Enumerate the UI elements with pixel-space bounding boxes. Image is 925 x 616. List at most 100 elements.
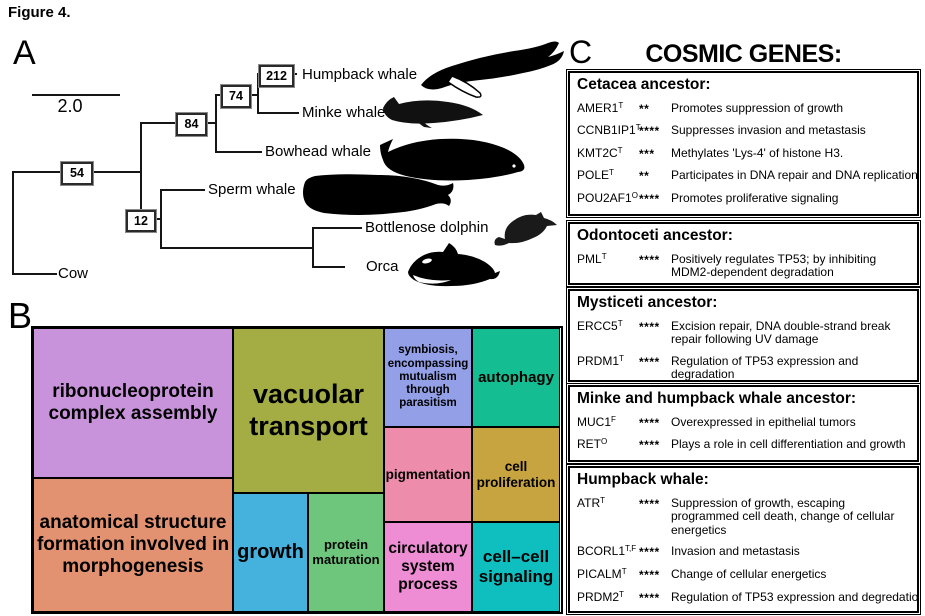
tree-branch [312,266,345,268]
gene-name-cell: ERCC5T [577,318,637,334]
gene-name: TPR [577,612,601,613]
gene-annotation-sup: T [635,123,641,133]
gene-stars: **** [639,354,660,369]
gene-row: ATRT **** Suppression of growth, escapin… [577,495,911,538]
gene-row: BCORL1T,F **** Invasion and metastasis [577,545,911,560]
gene-description: Change of cellular energetics [671,567,827,581]
taxon-label-bottlenose-dolphin: Bottlenose dolphin [365,219,489,236]
gene-box-mysticeti-ancestor: Mysticeti ancestor: ERCC5T **** Excision… [566,287,921,384]
gene-annotation-sup: F [601,612,606,613]
tree-branch [160,189,205,191]
gene-annotation-sup: T [617,145,623,155]
gene-row: ERCC5T **** Excision repair, DNA double-… [577,318,911,347]
taxon-label-cow: Cow [58,265,89,282]
tree-branch [160,247,313,249]
gene-name: KMT2C [577,145,618,160]
treemap-tile-anatomical-structure-formation: anatomical structure formation involved … [33,478,233,612]
gene-name: RET [577,437,601,452]
treemap-tile-protein-maturation: protein maturation [308,493,384,612]
gene-name: ATR [577,495,601,510]
gene-box-header: Cetacea ancestor: [577,76,711,93]
gene-row: CCNB1IP1T **** Suppresses invasion and m… [577,124,911,139]
gene-annotation-sup: T [619,589,624,599]
gene-annotation-sup: T [609,168,614,178]
gene-annotation-sup: T,F [625,544,637,554]
gene-box-header: Mysticeti ancestor: [577,294,718,311]
gene-name-cell: BCORL1T,F [577,545,637,559]
bowhead-whale-icon [380,138,525,181]
tree-branch [257,112,299,114]
gene-description: Participates in DNA repair and DNA repli… [671,168,918,183]
gene-row: POLET ** Participates in DNA repair and … [577,169,917,184]
gene-stars: **** [639,192,660,206]
taxon-label-humpback-whale: Humpback whale [302,66,418,83]
tree-branch [160,189,162,249]
gene-stars: **** [639,438,660,453]
gene-row: KMT2CT *** Methylates 'Lys-4' of histone… [577,145,911,162]
humpback-whale-icon [421,41,564,98]
gene-name: POLE [577,168,610,183]
gene-description: Suppression of growth, escaping programm… [671,495,895,537]
gene-annotation-sup: T [619,353,624,363]
gene-name-cell: PRDM2T [577,589,637,605]
gene-name-cell: KMT2CT [577,145,637,161]
gene-name-cell: AMER1T [577,100,637,116]
minke-whale-icon [383,97,483,128]
taxon-label-orca: Orca [366,258,399,275]
gene-stars: **** [639,568,660,582]
tree-node-support-84: 84 [176,113,207,136]
gene-description: Excision repair, DNA double-strand break… [671,318,891,347]
gene-name: PRDM1 [577,353,620,368]
orca-icon [408,243,500,287]
gene-name: AMER1 [577,100,619,115]
tree-branch [12,273,57,275]
bottlenose-dolphin-icon [494,212,557,246]
gene-name-cell: MUC1F [577,414,637,430]
gene-annotation-sup: T [621,567,627,576]
gene-annotation-sup: O [601,437,608,447]
gene-stars: **** [639,496,660,511]
gene-annotation-sup: T [618,100,624,110]
gene-name-cell: POLET [577,169,637,183]
gene-row: PRDM2T **** Regulation of TP53 expressio… [577,589,917,606]
gene-description: Plays a role in cell differentiation and… [671,437,906,452]
tree-branch [215,94,217,153]
gene-description: Regulation of TP53 expression and degred… [671,589,919,604]
go-treemap: ribonucleoprotein complex assembly anato… [31,326,563,614]
gene-name: ERCC5 [577,318,618,333]
gene-box-minke-humpback-ancestor: Minke and humpback whale ancestor: MUC1F… [566,383,921,464]
gene-stars: **** [639,252,660,267]
tree-branch [312,227,362,229]
gene-box-header: Humpback whale: [577,471,709,488]
gene-description: Promotes suppression of growth [671,100,844,115]
gene-name: BCORL1 [577,544,626,559]
treemap-tile-vacuolar-transport: vacuolar transport [233,328,384,493]
gene-description: Suppresses invasion and metastasis [671,123,866,138]
gene-row: PMLT **** Positively regulates TP53; by … [577,251,911,280]
gene-name-cell: RETO [577,438,637,452]
treemap-tile-ribonucleoprotein-complex-assembly: ribonucleoprotein complex assembly [33,328,233,478]
panel-a-letter: A [13,34,36,72]
tree-node-support-12: 12 [126,210,156,232]
gene-description: Promotes proliferative signaling [671,191,839,205]
treemap-tile-cell-cell-signaling: cell–cell signaling [472,522,560,612]
tree-branch [257,73,259,114]
gene-row: POU2AF1O **** Promotes proliferative sig… [577,191,911,207]
taxon-label-bowhead-whale: Bowhead whale [265,143,371,160]
treemap-tile-pigmentation: pigmentation [384,427,472,522]
gene-stars: ** [639,169,650,184]
gene-annotation-sup: T [600,495,605,505]
scale-bar-label: 2.0 [57,96,83,116]
gene-stars: **** [639,319,660,334]
gene-annotation-sup: O [631,191,638,200]
sperm-whale-icon [303,174,454,215]
tree-node-support-212: 212 [259,65,294,87]
tree-node-support-54: 54 [61,162,93,185]
gene-annotation-sup: T [617,318,623,328]
gene-annotation-sup: F [611,414,616,424]
gene-name-cell: PICALMT [577,567,637,582]
scale-bar [32,94,120,96]
gene-name-cell: PMLT [577,251,637,267]
treemap-tile-growth: growth [233,493,308,612]
gene-name: PML [577,251,602,266]
